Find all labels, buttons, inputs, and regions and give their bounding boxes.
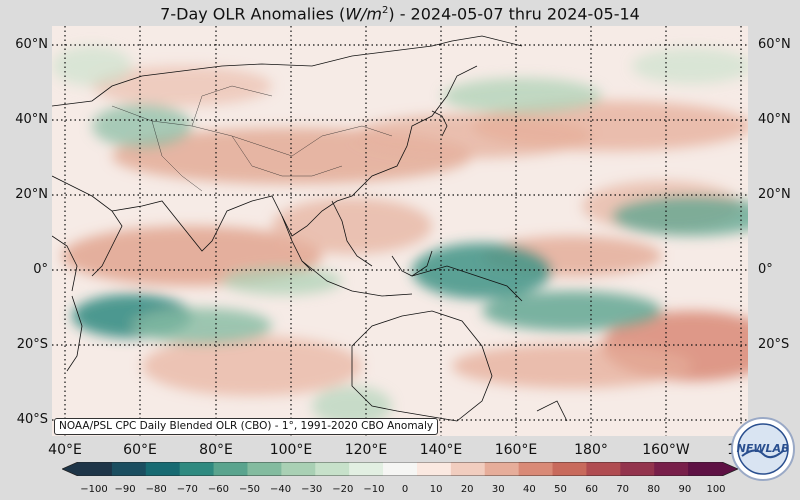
colorbar-tick-label: 70 xyxy=(616,484,630,495)
lon-label-160e: 160°E xyxy=(494,442,538,458)
colorbar-segment xyxy=(518,462,554,476)
map-canvas xyxy=(52,26,748,436)
colorbar-segment xyxy=(416,462,452,476)
colorbar-tick-label: −40 xyxy=(270,484,292,495)
colorbar-segment xyxy=(552,462,587,476)
colorbar-tick-label: −50 xyxy=(238,484,261,495)
colorbar-tick-label: 30 xyxy=(491,484,505,495)
logo-text: NEWLAB xyxy=(737,442,790,455)
colorbar-tick-label: 0 xyxy=(401,484,409,495)
colorbar-segment xyxy=(654,462,689,476)
lon-label-80e: 80°E xyxy=(199,442,233,458)
colorbar-segment xyxy=(688,462,723,476)
lat-label-60n-right: 60°N xyxy=(758,37,791,52)
colorbar-tick-label: −90 xyxy=(114,484,136,495)
country-borders xyxy=(111,85,393,192)
colorbar-segment xyxy=(383,462,418,476)
colorbar-extend-low xyxy=(62,462,78,476)
colorbar-segment xyxy=(586,462,621,476)
colorbar-tick-label: 20 xyxy=(460,484,474,495)
colorbar-tick-label: −30 xyxy=(301,484,323,495)
colorbar-tick-label: −100 xyxy=(80,484,108,495)
colorbar-tick-label: −60 xyxy=(207,484,229,495)
lat-label-40n-left: 40°N xyxy=(15,112,48,127)
lat-label-20n-left: 20°N xyxy=(15,187,48,202)
colorbar-tick-label: 60 xyxy=(585,484,598,495)
lon-label-180: 180° xyxy=(574,442,608,458)
lon-label-160w: 160°W xyxy=(642,442,690,458)
colorbar-tick-label: −20 xyxy=(332,484,354,495)
lat-label-eq-left: 0° xyxy=(33,262,48,277)
colorbar-segment xyxy=(450,462,486,476)
colorbar-segment xyxy=(484,462,520,476)
anomaly-field xyxy=(52,46,748,426)
colorbar-segment xyxy=(315,462,350,476)
colorbar-tick-label: 40 xyxy=(523,484,536,495)
lat-label-20s-left: 20°S xyxy=(16,337,48,352)
lat-label-60n-left: 60°N xyxy=(15,37,48,52)
coastlines xyxy=(52,35,568,422)
lon-label-100e: 100°E xyxy=(269,442,313,458)
colorbar-segment xyxy=(281,462,316,476)
colorbar-segment xyxy=(179,462,215,476)
lat-label-eq-right: 0° xyxy=(758,262,773,277)
lon-label-40e: 40°E xyxy=(48,442,82,458)
lon-label-140e: 140°E xyxy=(419,442,463,458)
colorbar-tick-label: 10 xyxy=(429,484,443,495)
lat-label-40n-right: 40°N xyxy=(758,112,791,127)
colorbar-tick-label: 100 xyxy=(706,484,726,495)
colorbar-segment xyxy=(247,462,282,476)
colorbar-segment xyxy=(213,462,248,476)
data-source-credit: NOAA/PSL CPC Daily Blended OLR (CBO) - 1… xyxy=(54,418,439,435)
lat-label-40s-left: 40°S xyxy=(16,412,48,427)
olr-anomaly-map xyxy=(52,26,748,436)
map-title: 7-Day OLR Anomalies (W/m2) - 2024-05-07 … xyxy=(160,4,640,24)
colorbar-tick-label: −80 xyxy=(145,484,167,495)
colorbar-tick-label: 90 xyxy=(678,484,692,495)
colorbar xyxy=(62,462,738,476)
colorbar-tick-label: −70 xyxy=(176,484,198,495)
noaa-logo: NEWLAB xyxy=(731,417,795,481)
lat-label-20n-right: 20°N xyxy=(758,187,791,202)
gridlines xyxy=(52,26,748,436)
colorbar-tick-label: −10 xyxy=(363,484,385,495)
colorbar-segment xyxy=(78,462,113,476)
colorbar-segment xyxy=(145,462,181,476)
colorbar-tick-label: 80 xyxy=(647,484,661,495)
lon-label-60e: 60°E xyxy=(123,442,157,458)
lon-label-120e: 120°E xyxy=(344,442,388,458)
colorbar-segment xyxy=(111,462,147,476)
colorbar-segment xyxy=(349,462,384,476)
colorbar-segment xyxy=(620,462,655,476)
colorbar-extend-high xyxy=(722,462,738,476)
lat-label-20s-right: 20°S xyxy=(758,337,790,352)
colorbar-tick-label: 50 xyxy=(554,484,567,495)
